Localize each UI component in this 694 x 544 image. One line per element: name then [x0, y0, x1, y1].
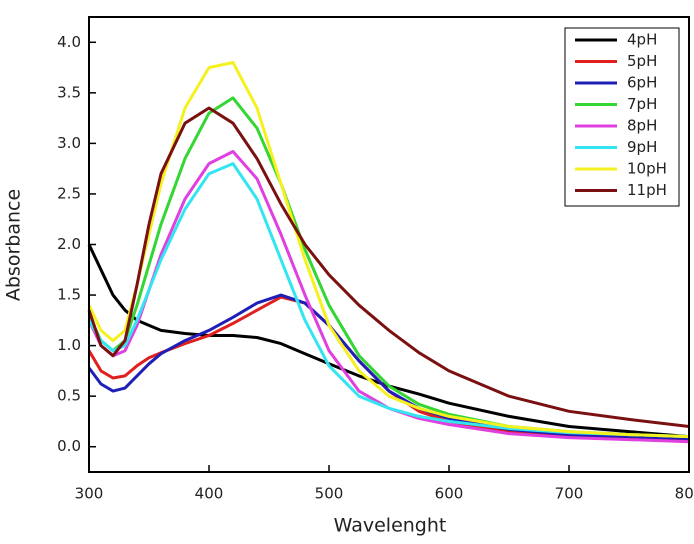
x-tick-label: 800 — [675, 485, 694, 503]
x-tick-label: 600 — [435, 485, 464, 503]
series-line — [87, 106, 690, 428]
x-tick-label: 300 — [75, 485, 104, 503]
legend-label: 11pH — [627, 181, 667, 199]
x-tick-label: 500 — [315, 485, 344, 503]
legend-label: 6pH — [627, 74, 657, 92]
y-tick-label: 3.5 — [57, 83, 81, 101]
legend-label: 8pH — [627, 117, 657, 135]
x-tick-label: 400 — [195, 485, 224, 503]
x-tick-label: 700 — [555, 485, 584, 503]
legend-label: 4pH — [627, 31, 657, 49]
series-line — [87, 295, 690, 443]
legend-label: 10pH — [627, 160, 667, 178]
y-tick-label: 0.0 — [57, 437, 81, 455]
y-tick-label: 2.5 — [57, 184, 81, 202]
series-line — [87, 162, 690, 439]
legend-label: 7pH — [627, 95, 657, 113]
y-tick-label: 1.0 — [57, 336, 81, 354]
legend-label: 5pH — [627, 52, 657, 70]
y-axis-label: Absorbance — [3, 189, 25, 301]
y-tick-label: 4.0 — [57, 33, 81, 51]
legend-label: 9pH — [627, 138, 657, 156]
legend-box — [564, 27, 680, 207]
x-axis-label: Wavelenght — [334, 515, 447, 537]
plot-frame — [88, 16, 690, 473]
series-line — [87, 293, 690, 441]
y-tick-label: 1.5 — [57, 286, 81, 304]
y-tick-label: 0.5 — [57, 387, 81, 405]
y-tick-label: 3.0 — [57, 134, 81, 152]
series-line — [87, 150, 690, 444]
y-tick-label: 2.0 — [57, 235, 81, 253]
